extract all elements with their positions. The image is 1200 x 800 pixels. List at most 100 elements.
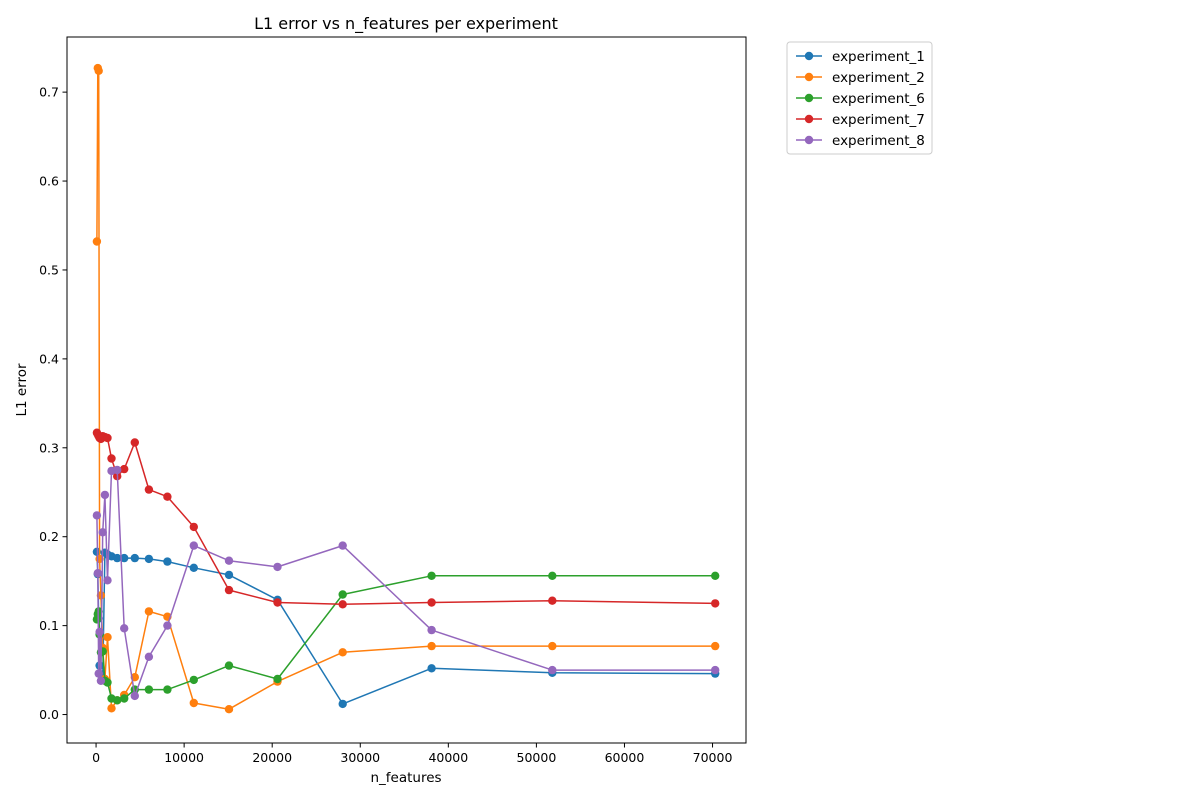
x-tick-label: 60000 — [605, 750, 645, 765]
legend-item: experiment_8 — [796, 133, 925, 149]
data-point — [120, 694, 129, 703]
x-tick-label: 50000 — [517, 750, 557, 765]
legend-marker — [804, 51, 814, 61]
data-point — [130, 553, 139, 563]
data-point — [113, 465, 122, 475]
data-point — [103, 433, 112, 443]
legend-label: experiment_2 — [832, 70, 925, 86]
y-tick-label: 0.0 — [39, 707, 59, 722]
data-point — [427, 571, 436, 580]
data-point — [103, 633, 112, 642]
data-point — [163, 621, 172, 630]
data-point — [273, 674, 282, 684]
data-point — [144, 652, 154, 661]
y-axis-label: L1 error — [14, 363, 30, 417]
data-point — [144, 485, 154, 494]
data-point — [338, 600, 347, 609]
data-point — [189, 522, 198, 532]
legend-label: experiment_8 — [832, 133, 925, 149]
data-point — [113, 696, 122, 705]
data-point — [107, 454, 116, 463]
x-tick-label: 30000 — [340, 750, 380, 765]
data-point — [224, 556, 234, 565]
legend: experiment_1 experiment_2 experiment_6expe… — [786, 41, 933, 155]
data-point — [95, 627, 104, 637]
data-point — [163, 685, 172, 694]
data-point — [144, 607, 154, 616]
data-point — [107, 704, 116, 713]
plot-frame — [66, 36, 747, 744]
data-point — [427, 641, 436, 651]
x-tick-label: 40000 — [428, 750, 468, 765]
data-point — [130, 691, 139, 701]
x-axis-label: n_features — [370, 770, 441, 786]
data-point — [189, 541, 198, 550]
data-point — [338, 648, 347, 657]
data-point — [711, 571, 720, 580]
data-point — [711, 641, 720, 651]
y-tick-label: 0.2 — [39, 529, 59, 544]
legend-marker — [804, 114, 814, 124]
legend-item: experiment_6 — [796, 91, 925, 107]
data-point — [273, 562, 282, 572]
y-tick-label: 0.3 — [39, 440, 59, 455]
series-layer — [92, 63, 720, 714]
y-tick-label: 0.4 — [39, 351, 59, 366]
data-point — [163, 557, 172, 566]
legend-marker — [804, 135, 814, 145]
y-axis: 0.0 0.1 0.2 0.3 0.4 0.5 0.6 0.7 — [39, 85, 67, 722]
data-point — [548, 641, 557, 651]
data-point — [338, 541, 347, 550]
data-point — [273, 598, 282, 607]
x-axis: 0 10000 20000 30000 40000 50000 60000 70000 — [92, 743, 732, 765]
data-point — [224, 585, 234, 595]
data-point — [427, 598, 436, 607]
data-point — [92, 511, 102, 520]
data-point — [113, 553, 122, 563]
data-point — [189, 675, 198, 685]
series-experiment_8 — [92, 465, 720, 701]
y-tick-label: 0.7 — [39, 85, 59, 100]
legend-label: experiment_1 — [832, 49, 925, 65]
data-point — [96, 591, 106, 600]
data-point — [548, 596, 557, 605]
series-experiment_7 — [92, 428, 720, 609]
data-point — [144, 685, 154, 694]
legend-label: experiment_7 — [832, 112, 925, 128]
data-point — [92, 237, 102, 246]
data-point — [224, 661, 234, 670]
data-point — [189, 563, 198, 572]
plot-area — [66, 36, 747, 744]
data-point — [548, 571, 557, 580]
data-point — [711, 665, 720, 675]
data-point — [120, 553, 129, 563]
y-tick-label: 0.1 — [39, 618, 59, 633]
data-point — [94, 669, 103, 678]
data-point — [120, 624, 129, 633]
data-point — [224, 570, 234, 580]
data-point — [338, 699, 347, 709]
legend-item: experiment_7 — [796, 112, 925, 128]
data-point — [548, 665, 557, 675]
data-point — [338, 590, 347, 599]
chart-title: L1 error vs n_features per experiment — [254, 14, 558, 34]
data-point — [93, 569, 103, 578]
data-point — [94, 66, 103, 76]
x-tick-label: 0 — [92, 750, 100, 765]
y-tick-label: 0.6 — [39, 174, 59, 189]
data-point — [163, 492, 172, 501]
x-tick-label: 70000 — [693, 750, 733, 765]
data-point — [120, 464, 129, 474]
data-point — [711, 599, 720, 608]
legend-marker — [804, 72, 814, 82]
data-point — [100, 490, 110, 500]
legend-label: experiment_6 — [832, 91, 925, 107]
x-tick-label: 10000 — [164, 750, 204, 765]
data-point — [103, 576, 112, 585]
data-point — [144, 554, 154, 564]
y-tick-label: 0.5 — [39, 262, 59, 277]
data-point — [98, 528, 107, 537]
data-point — [130, 438, 139, 447]
